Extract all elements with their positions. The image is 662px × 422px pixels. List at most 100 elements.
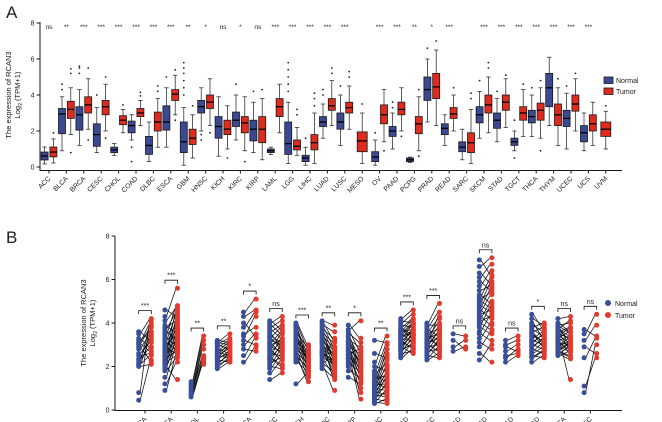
tumor-sample-dot — [489, 342, 495, 348]
significance-marker: ns — [482, 242, 490, 249]
tumor-sample-dot — [437, 300, 442, 306]
normal-sample-dot — [555, 343, 561, 349]
tumor-sample-dot — [253, 313, 259, 319]
normal-sample-dot — [555, 332, 561, 338]
tumor-sample-dot — [410, 350, 416, 356]
tumor-sample-dot — [384, 368, 390, 374]
significance-bracket — [583, 305, 598, 310]
normal-sample-dot — [241, 331, 246, 337]
tumor-sample-dot — [175, 305, 180, 311]
tumor-sample-dot — [568, 318, 573, 324]
normal-sample-dot — [450, 344, 456, 350]
normal-sample-dot — [372, 364, 377, 369]
x-tick-label: PAAD — [383, 175, 401, 193]
tumor-sample-dot — [201, 346, 207, 352]
normal-sample-dot — [241, 320, 246, 326]
significance-bracket — [243, 290, 257, 295]
tumor-sample-dot — [410, 307, 416, 313]
x-tick-label: UCS — [577, 175, 592, 190]
significance-marker: * — [204, 24, 207, 31]
normal-sample-dot — [581, 327, 587, 333]
panel-b-legend: Normal Tumor — [605, 300, 638, 320]
x-tick-label: LIHC — [368, 416, 384, 422]
significance-marker: *** — [167, 24, 175, 31]
significance-marker: *** — [115, 24, 123, 31]
tumor-box-swatch — [603, 87, 614, 95]
tumor-sample-dot — [227, 340, 233, 346]
normal-sample-dot — [345, 327, 351, 333]
significance-bracket — [138, 310, 152, 315]
normal-sample-dot — [319, 318, 325, 324]
y-tick-label: 2 — [31, 128, 35, 135]
normal-sample-dot — [529, 338, 535, 344]
normal-sample-dot — [241, 359, 246, 365]
tumor-sample-dot — [568, 341, 573, 347]
x-tick-label: THYM — [538, 175, 557, 194]
y-axis-title: The expression of RCAN3 — [79, 279, 88, 366]
tumor-sample-dot — [279, 322, 285, 328]
tumor-sample-dot — [489, 272, 495, 278]
x-tick-label: TGCT — [504, 175, 522, 193]
tumor-sample-dot — [489, 322, 495, 328]
tumor-sample-dot — [279, 344, 285, 350]
tumor-sample-dot — [358, 368, 364, 374]
normal-sample-dot — [345, 338, 351, 344]
tumor-sample-dot — [175, 359, 180, 365]
tumor-sample-dot — [410, 345, 416, 351]
normal-sample-dot — [581, 383, 587, 389]
normal-sample-dot — [267, 370, 273, 376]
normal-sample-dot — [136, 350, 142, 356]
significance-marker: *** — [515, 24, 523, 31]
significance-marker: *** — [429, 288, 437, 295]
tumor-sample-dot — [437, 340, 442, 346]
x-tick-label: LUAD — [313, 175, 331, 193]
normal-sample-dot — [345, 322, 351, 328]
significance-marker: *** — [167, 273, 175, 280]
tumor-sample-dot — [384, 340, 390, 346]
normal-sample-dot — [267, 356, 273, 362]
normal-sample-dot — [555, 325, 561, 331]
tumor-sample-dot — [332, 357, 338, 363]
tumor-sample-dot — [541, 336, 547, 342]
y-tick-label: 8 — [31, 20, 35, 27]
normal-sample-dot — [581, 390, 587, 396]
significance-marker: ** — [221, 318, 227, 325]
tumor-sample-dot — [358, 364, 364, 369]
normal-sample-dot — [503, 342, 508, 348]
normal-sample-dot — [293, 320, 299, 326]
normal-sample-dot — [529, 359, 535, 365]
tumor-sample-dot — [489, 300, 495, 306]
panel-b-label: B — [6, 228, 17, 247]
tumor-sample-dot — [279, 313, 285, 319]
x-tick-label: KIRC — [227, 175, 243, 191]
normal-dot-swatch — [605, 300, 611, 306]
significance-marker: *** — [298, 308, 306, 315]
tumor-dot-swatch — [605, 312, 611, 318]
x-tick-label: ESCA — [156, 175, 174, 193]
normal-sample-dot — [529, 354, 535, 360]
x-tick-label: LGG — [281, 175, 296, 190]
x-tick-label: PCPG — [399, 175, 418, 194]
significance-marker: *** — [532, 24, 540, 31]
tumor-sample-dot — [384, 400, 390, 406]
normal-sample-dot — [503, 359, 508, 365]
significance-bracket — [321, 312, 336, 317]
tumor-sample-dot — [253, 342, 259, 348]
tumor-sample-dot — [175, 377, 180, 383]
tumor-sample-dot — [384, 350, 390, 356]
tumor-sample-dot — [384, 346, 390, 352]
tumor-sample-dot — [463, 333, 469, 339]
tumor-sample-dot — [227, 350, 233, 356]
tumor-sample-dot — [358, 385, 364, 391]
normal-sample-dot — [529, 320, 535, 326]
x-tick-label: HNSC — [261, 416, 280, 422]
significance-marker: *** — [271, 24, 279, 31]
x-tick-label: PRAD — [417, 175, 435, 193]
tumor-sample-dot — [384, 372, 390, 378]
tumor-sample-dot — [175, 285, 180, 291]
tumor-sample-dot — [489, 255, 495, 261]
significance-marker: ns — [587, 299, 595, 306]
tumor-sample-dot — [175, 346, 180, 352]
tumor-sample-dot — [437, 348, 442, 354]
